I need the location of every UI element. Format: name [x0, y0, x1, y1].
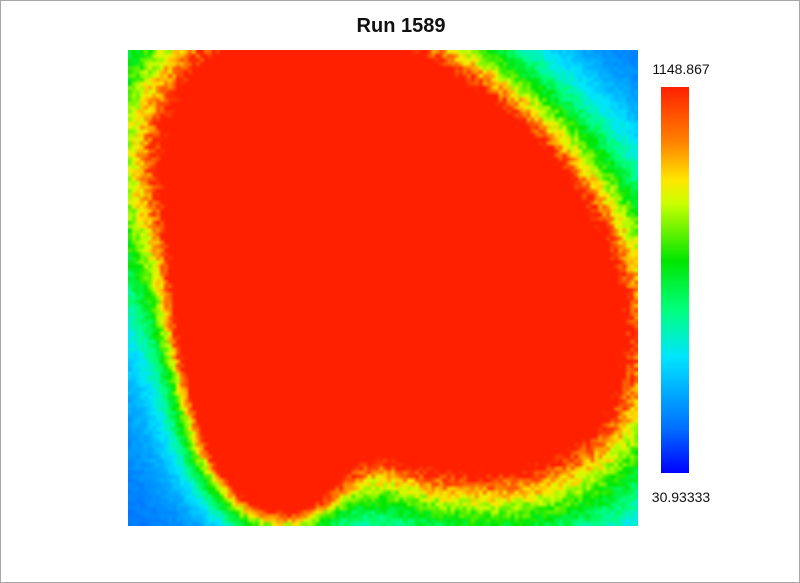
heatmap-image [128, 50, 638, 526]
colorbar [661, 87, 689, 473]
chart-title: Run 1589 [356, 15, 446, 37]
colorbar-max-label: 1148.867 [652, 61, 710, 77]
colorbar-min-label: 30.93333 [651, 489, 711, 505]
